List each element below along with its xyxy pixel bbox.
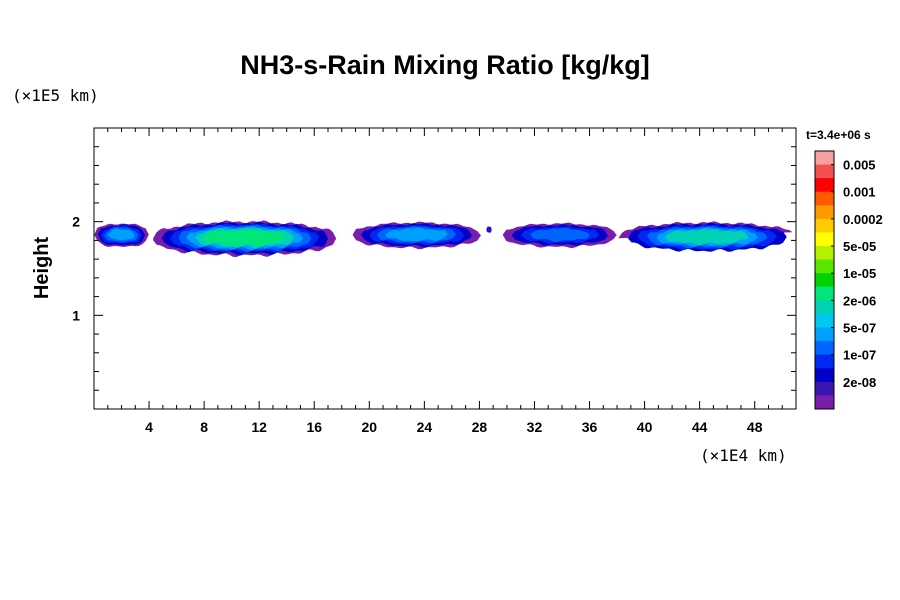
colorbar-label: 1e-05 xyxy=(843,266,876,281)
x-tick-label: 20 xyxy=(362,419,378,435)
y-tick-label: 2 xyxy=(72,214,80,230)
cloud-blob xyxy=(486,226,492,233)
cloud-blob xyxy=(153,220,337,258)
colorbar-label: 2e-08 xyxy=(843,375,876,390)
colorbar-label: 5e-05 xyxy=(843,239,876,254)
colorbar-swatch xyxy=(815,395,834,410)
colorbar-swatch xyxy=(815,151,834,166)
cloud-contour xyxy=(530,227,590,242)
colorbar-swatch xyxy=(815,232,834,247)
x-tick-label: 4 xyxy=(145,419,153,435)
colorbar-swatch xyxy=(815,327,834,342)
x-tick-label: 12 xyxy=(251,419,267,435)
colorbar-frame xyxy=(814,150,835,410)
colorbar-swatch xyxy=(815,205,834,220)
cloud-contour xyxy=(665,228,749,246)
colorbar-swatch xyxy=(815,246,834,261)
colorbar: 0.005 0.001 0.0002 5e-05 1e-05 2e-06 5e-07 1e-0… xyxy=(814,150,883,410)
x-tick-label: 24 xyxy=(417,419,433,435)
colorbar-label: 5e-07 xyxy=(843,321,876,336)
x-tick-label: 40 xyxy=(637,419,653,435)
colorbar-swatch xyxy=(815,381,834,396)
x-tick-label: 8 xyxy=(200,419,208,435)
y-unit-label: (×1E5 km) xyxy=(12,86,99,105)
x-tick-label: 32 xyxy=(527,419,543,435)
cloud-contour xyxy=(203,228,286,247)
x-tick-label: 48 xyxy=(747,419,763,435)
colorbar-swatch xyxy=(815,354,834,369)
x-unit-label: (×1E4 km) xyxy=(700,446,787,465)
colorbar-label: 0.001 xyxy=(843,185,876,200)
colorbar-swatch xyxy=(815,286,834,301)
colorbar-swatch xyxy=(815,164,834,179)
cloud-blob xyxy=(502,222,618,249)
cloud-layer xyxy=(94,220,793,258)
x-tick-label: 28 xyxy=(472,419,488,435)
y-axis-title: Height xyxy=(31,237,53,300)
colorbar-swatch xyxy=(815,178,834,193)
colorbar-swatch xyxy=(815,300,834,315)
colorbar-swatch xyxy=(815,259,834,274)
plot-frame xyxy=(93,127,797,410)
x-tick-label: 36 xyxy=(582,419,598,435)
colorbar-label: 1e-07 xyxy=(843,348,876,363)
cloud-blob xyxy=(352,221,481,250)
x-tick-label: 16 xyxy=(306,419,322,435)
colorbar-swatch xyxy=(815,218,834,233)
colorbar-label: 0.0002 xyxy=(843,212,883,227)
x-tick-label: 44 xyxy=(692,419,708,435)
chart-title: NH3-s-Rain Mixing Ratio [kg/kg] xyxy=(240,50,650,80)
plot-background xyxy=(94,128,796,409)
colorbar-swatch xyxy=(815,368,834,383)
cloud-blob xyxy=(94,223,150,247)
cloud-contour xyxy=(385,227,448,242)
colorbar-swatch xyxy=(815,273,834,288)
colorbar-label: 0.005 xyxy=(843,158,876,173)
colorbar-label: 2e-06 xyxy=(843,293,876,308)
y-tick-label: 1 xyxy=(72,307,80,323)
cloud-blob xyxy=(618,221,793,252)
time-label: t=3.4e+06 s xyxy=(806,128,871,142)
colorbar-swatch xyxy=(815,341,834,356)
colorbar-swatch xyxy=(815,191,834,206)
cloud-contour xyxy=(108,228,135,241)
cloud-contour xyxy=(487,227,491,232)
colorbar-swatch xyxy=(815,313,834,329)
